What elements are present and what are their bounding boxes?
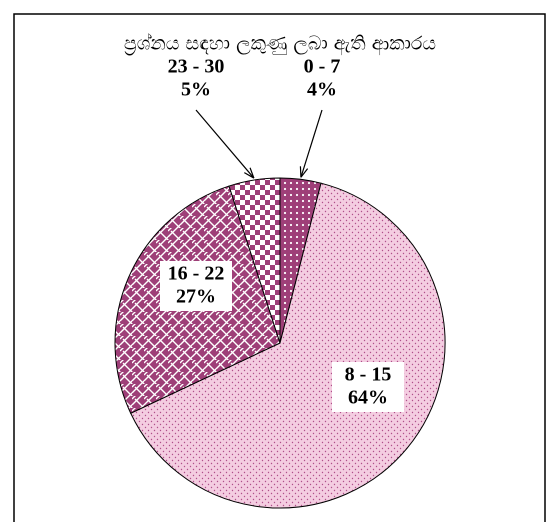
pie-slice [228,177,281,344]
label-box [332,362,404,412]
slice-category-label: 0 - 7 [304,56,341,78]
pie-slice [130,182,446,509]
label-box [160,261,232,311]
slice-value-label: 64% [348,387,388,409]
label-arrow [300,109,323,178]
slice-value-label: 27% [176,286,216,308]
label-arrowhead [244,167,255,179]
slice-category-label: 16 - 22 [168,263,225,285]
chart-title: ප්‍රශ්නය සඳහා ලකුණු ලබා ඇති ආකාරය [124,32,436,55]
slice-category-label: 8 - 15 [345,364,392,386]
slice-category-label: 23 - 30 [168,56,225,78]
label-arrowhead [299,166,309,178]
slice-value-label: 4% [307,79,337,101]
label-arrow [195,109,255,179]
slice-value-label: 5% [181,79,211,101]
